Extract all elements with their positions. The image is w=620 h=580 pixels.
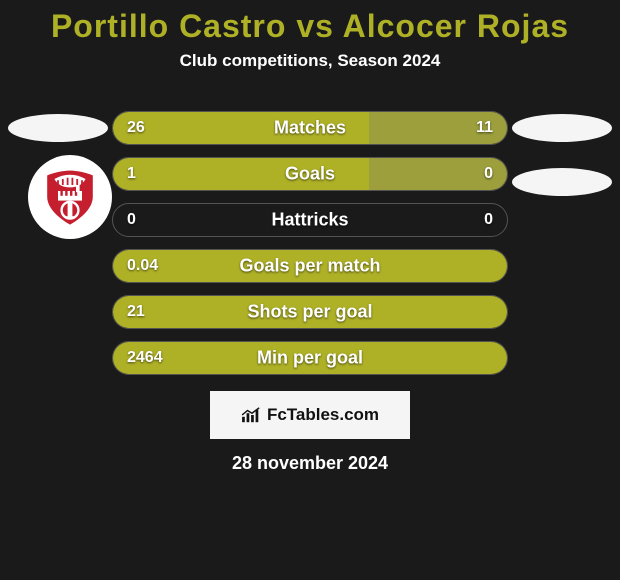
- stat-row: Shots per goal21: [112, 295, 508, 329]
- page-subtitle: Club competitions, Season 2024: [0, 51, 620, 71]
- stat-value-left: 2464: [127, 349, 163, 367]
- stat-row: Hattricks0 0: [112, 203, 508, 237]
- bar-chart-icon: [241, 406, 263, 424]
- stat-label: Goals per match: [113, 256, 507, 277]
- footer-date: 28 november 2024: [0, 453, 620, 474]
- stat-value-left: 21: [127, 303, 145, 321]
- stat-label: Goals: [113, 164, 507, 185]
- stat-value-left: 26: [127, 119, 145, 137]
- watermark: FcTables.com: [210, 391, 410, 439]
- player-left-placeholder: [8, 114, 108, 142]
- stat-value-left: 1: [127, 165, 136, 183]
- stat-value-right: 0: [484, 211, 493, 229]
- stat-label: Matches: [113, 118, 507, 139]
- page-title: Portillo Castro vs Alcocer Rojas: [0, 8, 620, 45]
- comparison-bars: Matches2611Goals10Hattricks00Goals per m…: [112, 111, 508, 375]
- comparison-panel: Matches2611Goals10Hattricks00Goals per m…: [0, 111, 620, 375]
- stat-label: Shots per goal: [113, 302, 507, 323]
- stat-value-left: 0.04: [127, 257, 158, 275]
- player-right-placeholder-1: [512, 114, 612, 142]
- club-logo-left: [28, 155, 112, 239]
- watermark-text: FcTables.com: [267, 405, 379, 425]
- stat-label: Min per goal: [113, 348, 507, 369]
- shield-icon: [40, 167, 100, 227]
- player-right-placeholder-2: [512, 168, 612, 196]
- stat-value-right: 0: [484, 165, 493, 183]
- stat-row: Matches26 11: [112, 111, 508, 145]
- stat-row: Goals1 0: [112, 157, 508, 191]
- stat-row: Goals per match0.04: [112, 249, 508, 283]
- stat-label: Hattricks: [113, 210, 507, 231]
- stat-row: Min per goal2464: [112, 341, 508, 375]
- stat-value-right: 11: [476, 119, 493, 137]
- stat-value-left: 0: [127, 211, 136, 229]
